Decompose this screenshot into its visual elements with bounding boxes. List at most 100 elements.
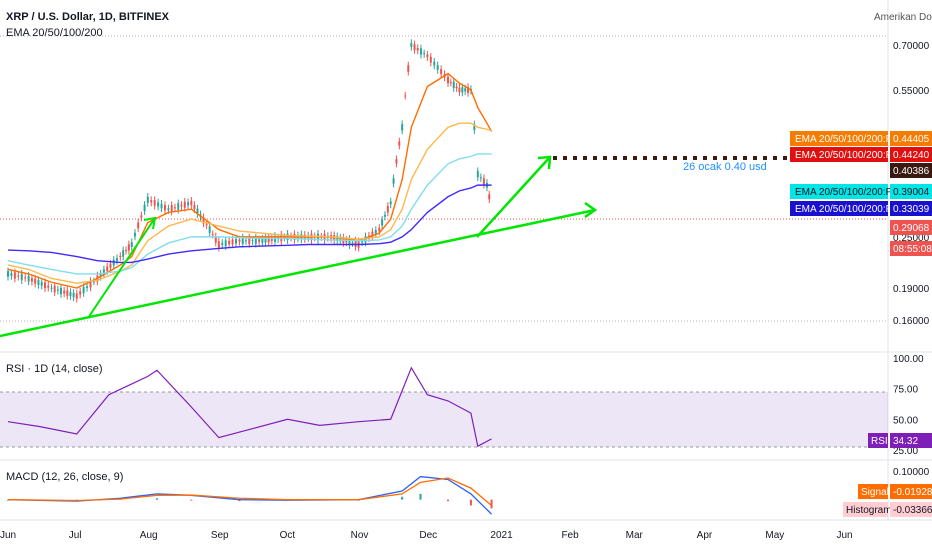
candle-body xyxy=(452,81,455,89)
candle-body xyxy=(389,201,392,205)
macd-signal-label: Signal xyxy=(861,487,889,498)
candle-body xyxy=(436,65,439,70)
candle-body xyxy=(66,290,69,296)
candle-body xyxy=(13,272,16,279)
arrow-rally-summer[interactable] xyxy=(143,216,157,230)
badge-value-2: 0.40386 xyxy=(893,166,930,177)
candle-body xyxy=(72,292,75,298)
badge-value-bg-2 xyxy=(890,163,932,178)
candle-body xyxy=(447,76,449,84)
candle-body xyxy=(190,200,193,206)
indicator-label[interactable]: EMA 20/50/100/200 xyxy=(6,27,103,39)
candle-body xyxy=(251,240,254,242)
candle-body xyxy=(383,214,386,217)
candle-body xyxy=(109,263,112,268)
macd-hist-bar-9 xyxy=(419,493,422,500)
candle-body xyxy=(133,232,136,237)
macd-hist-bar-8 xyxy=(401,496,404,500)
candle-body xyxy=(248,237,251,244)
rsi-badge-value: 34.32 xyxy=(893,436,918,447)
candle-body xyxy=(217,241,220,248)
candle-body xyxy=(241,237,244,244)
rsi-badge-value-bg xyxy=(890,433,932,448)
macd-signal-label-bg xyxy=(858,484,888,499)
badge-label-bg-3 xyxy=(790,184,888,199)
badge-value-bg-4 xyxy=(890,201,932,216)
time-tick-label-10: Apr xyxy=(697,530,713,541)
candle-body xyxy=(137,222,140,229)
time-tick-label-5: Nov xyxy=(351,530,369,541)
trend-drawings xyxy=(0,155,888,338)
candle-body xyxy=(205,224,208,226)
badge-label-0: EMA 20/50/100/200:Plot xyxy=(795,134,903,145)
macd-title[interactable]: MACD (12, 26, close, 9) xyxy=(6,471,123,483)
candle-body xyxy=(7,271,9,277)
candle-body xyxy=(130,242,133,247)
rsi-tick-label-2: 50.00 xyxy=(893,415,918,426)
price-tick-label-0: 0.70000 xyxy=(893,41,930,52)
candle-body xyxy=(127,244,130,251)
candle-body xyxy=(170,205,173,212)
candle-body xyxy=(17,275,20,277)
rsi-title[interactable]: RSI · 1D (14, close) xyxy=(6,363,103,375)
candle-body xyxy=(364,236,367,243)
macd-axis: 0.10000 xyxy=(893,467,930,478)
symbol-title[interactable]: XRP / U.S. Dollar, 1D, BITFINEX xyxy=(6,11,170,23)
candle-body xyxy=(374,230,377,234)
price-tick-label-2: 0.25000 xyxy=(893,233,930,244)
badge-value-6: 08:55:08 xyxy=(893,244,932,255)
candle-body xyxy=(407,65,410,72)
trendline-rally-summer[interactable] xyxy=(87,217,156,319)
rsi-badge-label-bg xyxy=(868,433,888,448)
time-tick-label-12: Jun xyxy=(836,530,852,541)
candle-body xyxy=(224,240,227,247)
candle-body xyxy=(488,194,491,200)
candle-body xyxy=(10,273,13,276)
ema-line-3 xyxy=(7,153,492,275)
trendline-projection[interactable] xyxy=(476,156,551,238)
candle-body xyxy=(180,204,183,207)
candle-body xyxy=(143,204,146,212)
candle-body xyxy=(43,282,46,289)
time-tick-label-3: Sep xyxy=(211,530,229,541)
candle-body xyxy=(193,204,196,210)
candle-body xyxy=(245,240,248,242)
candle-body xyxy=(371,231,374,238)
macd-hist-bar-4 xyxy=(190,499,193,501)
annotation-text[interactable]: 26 ocak 0.40 usd xyxy=(683,161,767,173)
time-tick-label-0: Jun xyxy=(0,530,16,541)
candle-body xyxy=(27,275,30,282)
badge-label-bg-1 xyxy=(790,147,888,162)
candle-body xyxy=(476,171,479,178)
candle-body xyxy=(173,207,176,209)
macd-hist-label: Histogram xyxy=(846,505,892,516)
candle-body xyxy=(416,48,419,51)
macd-signal-value-bg xyxy=(890,484,932,499)
candle-body xyxy=(125,250,128,252)
time-tick-label-4: Oct xyxy=(280,530,296,541)
candle-body xyxy=(361,241,364,243)
candle-body xyxy=(404,95,407,97)
candle-body xyxy=(423,53,426,55)
trendline-support[interactable] xyxy=(0,208,596,338)
candle-body xyxy=(24,277,27,279)
price-tick-label-4: 0.16000 xyxy=(893,316,930,327)
arrow-breakout[interactable] xyxy=(584,201,598,219)
badge-label-4: EMA 20/50/100/200:Plot xyxy=(795,204,903,215)
candle-body xyxy=(119,255,122,258)
ema-line-1 xyxy=(7,72,493,289)
candle-body xyxy=(378,227,381,232)
candle-body xyxy=(30,278,33,282)
time-tick-label-2: Aug xyxy=(140,530,158,541)
candle-body xyxy=(336,236,339,241)
candle-body xyxy=(75,293,78,299)
candle-body xyxy=(116,258,119,261)
badge-value-1: 0.44240 xyxy=(893,150,930,161)
rsi-line xyxy=(7,366,492,448)
candle-body xyxy=(183,201,186,208)
arrow-projection[interactable] xyxy=(537,155,552,170)
candle-body xyxy=(40,282,43,286)
candle-body xyxy=(228,240,231,245)
badge-value-bg-6 xyxy=(890,241,932,256)
